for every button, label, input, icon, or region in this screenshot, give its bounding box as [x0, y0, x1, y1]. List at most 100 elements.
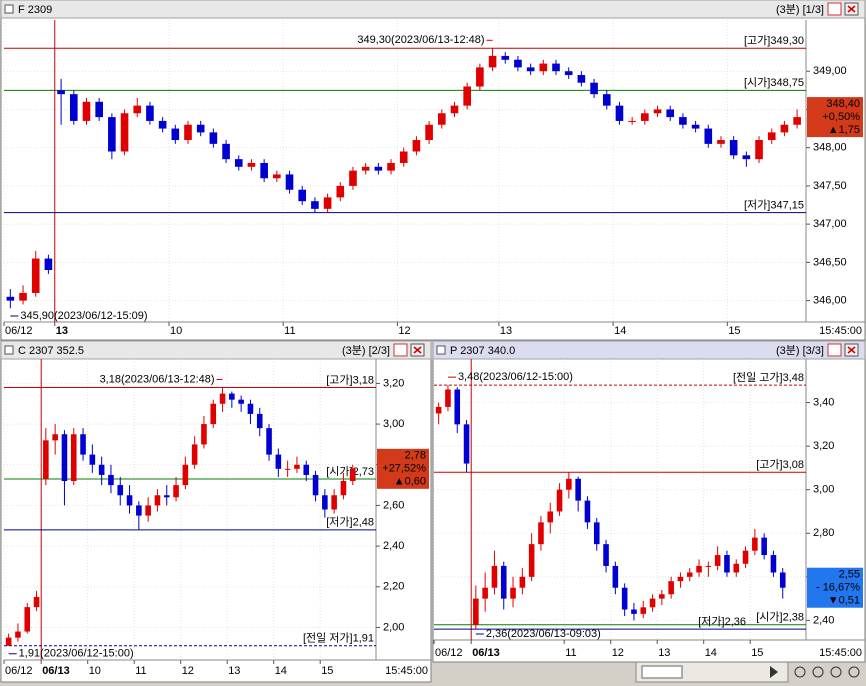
candle-body — [43, 440, 49, 479]
price-tag-text: ▼0,51 — [828, 595, 860, 607]
zoom-button[interactable] — [830, 666, 842, 678]
candle-body — [146, 105, 154, 121]
panel-view: (3분) [2/3] — [342, 345, 390, 357]
panel-title-bar — [0, 340, 432, 360]
zoom-button[interactable] — [848, 666, 860, 678]
zoom-buttons[interactable] — [794, 666, 860, 678]
price-tag-text: - 16,67% — [816, 582, 860, 594]
candle-body — [450, 105, 459, 114]
candle-body — [488, 55, 497, 68]
candle-body — [767, 132, 776, 141]
candle-body — [387, 162, 395, 171]
x-tick-label: 10 — [170, 325, 182, 337]
candle-body — [705, 565, 712, 567]
annotation: 1,91(2023/06/12-15:00) — [19, 648, 134, 660]
candle-body — [752, 537, 758, 551]
zoom-button[interactable] — [794, 666, 806, 678]
candle-body — [755, 140, 763, 160]
candle-body — [717, 140, 725, 144]
candle-body — [80, 434, 86, 455]
y-tick-label: 349,00 — [813, 65, 847, 77]
x-tick-label: 14 — [275, 665, 287, 677]
candle-body — [612, 565, 619, 588]
candle-body — [285, 174, 294, 190]
candle-body — [163, 495, 170, 498]
candle-body — [303, 464, 310, 475]
reference-label: [저가]347,15 — [744, 199, 804, 212]
panel-title-bar — [432, 340, 866, 360]
candle-body — [621, 587, 628, 610]
window-button[interactable] — [827, 343, 842, 357]
annotation: 3,18(2023/06/13-12:48) — [100, 373, 215, 385]
x-tick-label: 13 — [500, 325, 512, 337]
zoom-button[interactable] — [812, 666, 824, 678]
candle-body — [445, 389, 451, 407]
candle-body — [298, 189, 307, 202]
scroll-bar[interactable] — [635, 661, 789, 683]
candle-body — [659, 594, 665, 599]
reference-label: [저가]2,36 — [698, 615, 746, 628]
candle-body — [500, 565, 507, 599]
candle-body — [52, 434, 58, 441]
candle-body — [653, 109, 662, 114]
y-tick-label: 3,00 — [813, 484, 834, 496]
candle-body — [514, 59, 522, 68]
x-tick-label: 14 — [614, 325, 626, 337]
candle-body — [590, 82, 598, 95]
candle-body — [247, 162, 256, 167]
x-tick-label: 06/12 — [435, 647, 463, 659]
candle-body — [780, 124, 789, 133]
candle-body — [425, 124, 433, 141]
y-tick-label: 3,00 — [383, 418, 404, 430]
candle-body — [158, 120, 167, 129]
x-tick-label: 15 — [728, 325, 740, 337]
candle-body — [201, 424, 207, 445]
candle-body — [136, 505, 142, 516]
x-tick-label: 06/12 — [5, 665, 33, 677]
candle-body — [196, 124, 205, 133]
price-tag-text: ▲1,75 — [828, 124, 860, 136]
price-tag-text: 348,40 — [826, 98, 860, 110]
candle-body — [679, 117, 687, 125]
candle-body — [260, 162, 268, 179]
x-tick-label: 13 — [56, 325, 68, 337]
window-button[interactable] — [393, 343, 408, 357]
panel-icon — [4, 4, 14, 14]
candle-body — [539, 63, 548, 72]
panel-view: (3분) [3/3] — [776, 345, 824, 357]
candle-body — [602, 94, 611, 106]
candle-body — [538, 522, 544, 545]
window-button[interactable] — [827, 2, 842, 16]
candle-body — [126, 495, 133, 506]
candle-body — [31, 258, 40, 293]
annotation: 3,48(2023/06/12-15:00) — [458, 371, 573, 383]
reference-label: [시가]348,75 — [744, 76, 804, 89]
panel-title: C 2307 352.5 — [18, 345, 84, 357]
panel-title: F 2309 — [18, 4, 52, 16]
y-tick-label: 347,50 — [813, 180, 847, 192]
panel-title: P 2307 340.0 — [450, 345, 515, 357]
candle-body — [603, 544, 609, 566]
candle-body — [322, 495, 328, 510]
candle-body — [61, 434, 68, 482]
candle-body — [556, 489, 563, 512]
price-tag — [807, 97, 863, 138]
x-tick-label: 12 — [182, 665, 194, 677]
candle-body — [331, 495, 337, 510]
candle-body — [312, 474, 319, 496]
candle-body — [501, 55, 510, 60]
x-tick-label: 11 — [284, 325, 295, 337]
y-tick-label: 2,80 — [813, 527, 834, 539]
close-icon — [847, 5, 856, 13]
x-tick-label: 15 — [321, 665, 333, 677]
candle-body — [729, 140, 738, 156]
candle-body — [336, 185, 345, 198]
candle-body — [519, 576, 526, 588]
y-tick-label: 3,40 — [813, 396, 834, 408]
scroll-right[interactable] — [770, 666, 778, 678]
reference-label: [고가]3,08 — [756, 458, 804, 471]
scroll-thumb[interactable] — [641, 665, 683, 679]
candle-body — [615, 105, 624, 121]
y-tick-label: 2,00 — [383, 621, 404, 633]
x-tick-label: 06/13 — [472, 647, 500, 659]
